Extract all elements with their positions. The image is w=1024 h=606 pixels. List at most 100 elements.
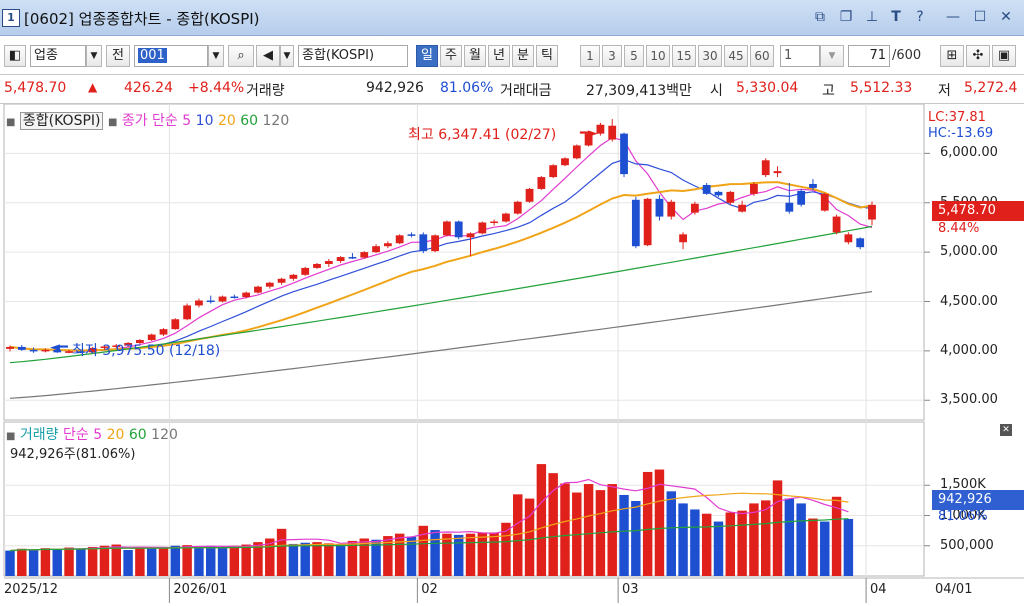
candle-body <box>525 188 534 202</box>
pin-icon[interactable]: ⊥ <box>865 9 879 25</box>
candle-body <box>549 165 558 178</box>
interval-button-5[interactable]: 5 <box>624 45 644 67</box>
x-tick-label: 2026/01 <box>173 582 228 597</box>
chart-area[interactable]: ■ 종합(KOSPI) ■ 종가 단순 5 10 20 60 120 최고 6,… <box>0 103 1024 603</box>
candle-body <box>135 340 144 343</box>
chart-toolbar: ◧ 업종 ▼ 전 001 ▼ ⌕ ◀ ▼ 종합(KOSPI) 일 주 월 년 분… <box>0 42 1024 72</box>
search-icon[interactable]: ⌕ <box>228 45 254 67</box>
count-dropdown-icon[interactable]: ▼ <box>820 45 844 67</box>
jeon-button[interactable]: 전 <box>106 45 130 67</box>
volume-bar <box>99 545 110 576</box>
volume-bar <box>324 543 334 576</box>
interval-button-45[interactable]: 45 <box>724 45 748 67</box>
x-tick-label: 03 <box>622 582 639 597</box>
help-icon[interactable]: ? <box>916 9 924 25</box>
copy-icon[interactable]: ❐ <box>839 9 853 25</box>
interval-button-30[interactable]: 30 <box>698 45 722 67</box>
ma-120-line <box>9 291 873 399</box>
interval-button-15[interactable]: 15 <box>672 45 696 67</box>
candle-body <box>242 292 251 298</box>
price-change: 426.24 <box>124 80 173 96</box>
chart-canvas[interactable] <box>0 103 1024 603</box>
volume-bar <box>335 544 346 576</box>
volume-bar <box>784 498 795 576</box>
candle-body <box>348 257 357 259</box>
speaker-dropdown-icon[interactable]: ▼ <box>280 45 294 67</box>
volume-bar <box>288 543 299 576</box>
period-tab-minute[interactable]: 분 <box>512 45 534 67</box>
count-input[interactable]: 1 <box>780 45 820 67</box>
high-label: 고 <box>822 83 835 99</box>
volume-bar <box>430 530 440 576</box>
volume-bar <box>725 512 736 576</box>
x-tick-label: 02 <box>421 582 438 597</box>
save-icon[interactable]: ▣ <box>992 45 1016 67</box>
period-tab-month[interactable]: 월 <box>464 45 486 67</box>
crosshair-tool-icon[interactable]: ✣ <box>966 45 990 67</box>
price-panel-name[interactable]: 종합(KOSPI) <box>19 112 104 130</box>
volume-bar <box>477 532 488 576</box>
candle-body <box>183 305 192 320</box>
volume-ma-60-label: 60 <box>128 427 147 443</box>
max-annotation: 최고 6,347.41 (02/27) <box>408 127 557 143</box>
close-icon[interactable]: ✕ <box>1000 9 1012 25</box>
volume-bar <box>206 546 216 576</box>
candle-body <box>206 300 215 303</box>
candle-body <box>289 274 298 279</box>
volume-bar <box>135 548 145 576</box>
candle-body <box>53 349 62 353</box>
candle-body <box>868 204 876 220</box>
code-input[interactable]: 001 <box>134 45 208 67</box>
period-tab-day[interactable]: 일 <box>416 45 438 67</box>
range-current-input[interactable]: 71 <box>848 45 890 67</box>
candle-body <box>785 202 794 212</box>
code-input-value: 001 <box>138 48 167 63</box>
candle-body <box>277 278 286 283</box>
index-name-field: 종합(KOSPI) <box>298 45 408 67</box>
interval-button-10[interactable]: 10 <box>646 45 670 67</box>
period-tab-week[interactable]: 주 <box>440 45 462 67</box>
volume-bar <box>536 464 547 576</box>
category-dropdown-icon[interactable]: ▼ <box>86 45 102 67</box>
volume-panel-close-icon[interactable]: ✕ <box>1000 424 1012 436</box>
volume-bar <box>513 494 523 576</box>
volume-bar <box>442 533 452 576</box>
panel-toggle-icon[interactable]: ◧ <box>4 45 26 67</box>
volume-bar <box>808 518 818 576</box>
volume-info: 942,926주(81.06%) <box>10 447 136 462</box>
candle-body <box>844 234 853 243</box>
period-tab-tick[interactable]: 틱 <box>536 45 558 67</box>
candle-body <box>631 199 640 247</box>
volume-bar <box>465 533 476 576</box>
interval-button-60[interactable]: 60 <box>750 45 774 67</box>
interval-button-1[interactable]: 1 <box>580 45 600 67</box>
code-dropdown-icon[interactable]: ▼ <box>208 45 224 67</box>
candle-body <box>454 221 463 238</box>
price-y-tick-label: 3,500.00 <box>940 392 998 408</box>
volume-bar <box>5 550 15 576</box>
window-title: [0602] 업종종합차트 - 종합(KOSPI) <box>24 10 260 28</box>
volume-bar <box>501 522 511 576</box>
candle-body <box>431 235 439 252</box>
open-value: 5,330.04 <box>736 80 799 96</box>
quote-bar: 5,478.70 ▲ 426.24 +8.44% 거래량 942,926 81.… <box>0 74 1024 104</box>
volume-bar <box>312 542 322 576</box>
volume-ma-label: 단순 <box>63 427 89 443</box>
candle-body <box>443 221 451 236</box>
maximize-icon[interactable]: ☐ <box>973 9 987 25</box>
legend-square-icon: ■ <box>6 431 16 442</box>
minimize-icon[interactable]: — <box>946 9 960 25</box>
volume-bar <box>831 496 842 576</box>
volume-bar <box>583 484 594 576</box>
category-select[interactable]: 업종 <box>30 45 86 67</box>
price-y-tick-label: 6,000.00 <box>940 145 998 161</box>
text-icon[interactable]: T <box>891 9 901 25</box>
lc-label: LC:37.81 <box>928 110 986 125</box>
candle-tool-icon[interactable]: ⊞ <box>940 45 964 67</box>
candle-body <box>809 183 817 188</box>
low-value: 5,272.4 <box>964 80 1018 96</box>
interval-button-3[interactable]: 3 <box>602 45 622 67</box>
speaker-icon[interactable]: ◀ <box>256 45 280 67</box>
restore-icon[interactable]: ⧉ <box>815 9 825 25</box>
period-tab-year[interactable]: 년 <box>488 45 510 67</box>
